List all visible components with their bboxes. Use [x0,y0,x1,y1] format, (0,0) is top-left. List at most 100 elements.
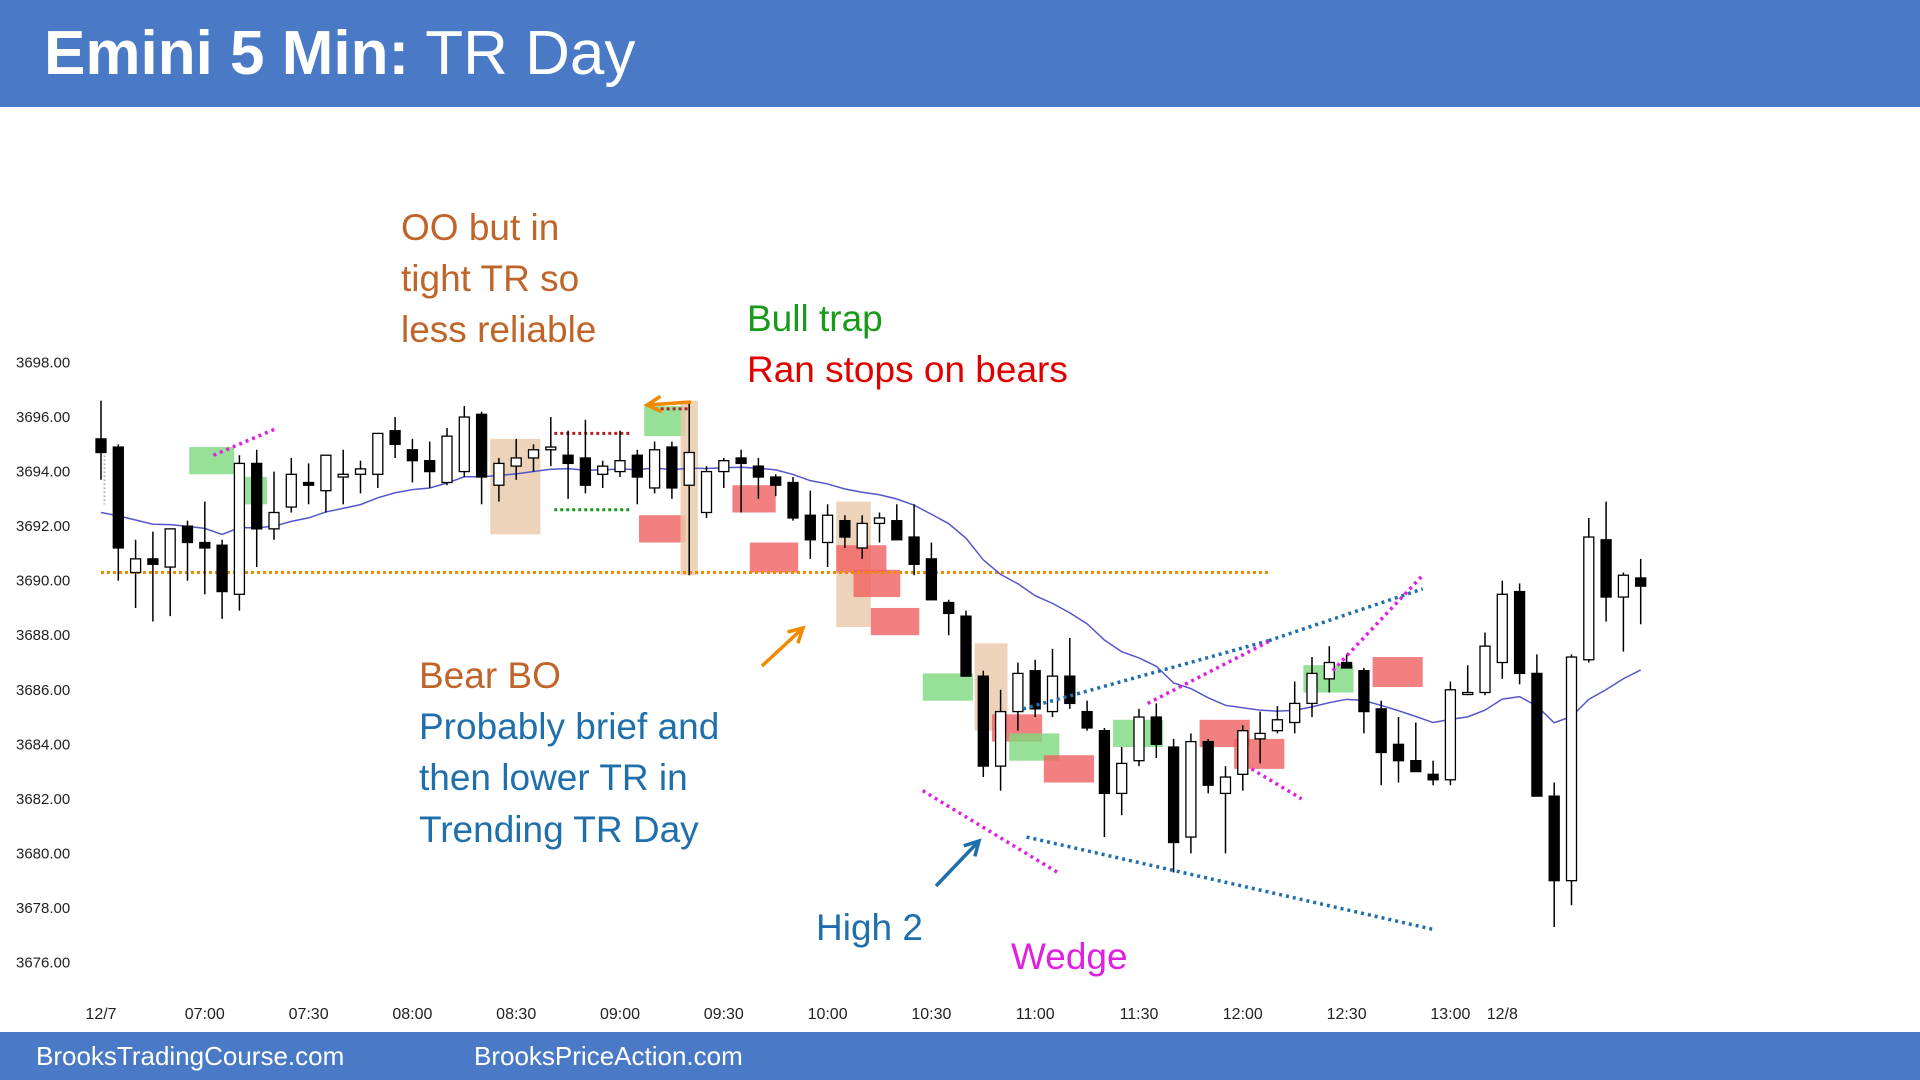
trend-line [212,426,279,457]
level-lines [101,407,1269,574]
y-axis: 3676.00 3678.00 3680.00 3682.00 3684.00 3686.… [16,355,70,972]
candle-body [268,511,280,530]
candle-body [1046,675,1059,713]
highlight-box [732,485,776,513]
candle-body [597,465,609,475]
x-tick-label: 09:00 [600,1006,640,1023]
candle-body [700,470,713,514]
footer-bar: BrooksTradingCourse.com BrooksPriceActio… [0,1032,1920,1080]
candle-body [1444,689,1457,781]
candle-body [1358,670,1370,713]
y-tick-label: 3682.00 [16,791,70,808]
x-tick-label: 13:00 [1430,1006,1470,1023]
arrow-high-2 [934,839,981,888]
trend-line [1331,574,1424,672]
candle-body [614,460,626,473]
candle-body [1081,710,1093,729]
title-rest: TR Day [409,19,636,88]
annotations: OO but in tight TR so less reliable Bull tr… [401,207,1128,977]
x-tick-label: 09:30 [704,1006,744,1023]
candle-body [1012,672,1024,713]
annotation-text: tight TR so [401,258,579,299]
candle-body [960,615,972,677]
x-tick-label: 11:00 [1016,1006,1055,1023]
candle-body [1600,539,1612,598]
arrow-bear-bo [760,626,805,668]
candles [95,400,1647,928]
candle-body [1479,645,1491,694]
candle-body [1531,672,1543,797]
candle-body [1427,773,1439,781]
highlight-box [189,447,235,475]
y-tick-label: 3678.00 [16,900,70,917]
candle-body [666,446,678,489]
candle-body [1548,795,1560,882]
candle-body [1565,656,1578,882]
x-tick-label: 11:30 [1120,1006,1159,1023]
candle-body [908,536,920,565]
candle-body [1635,577,1647,587]
candle-body [683,451,695,486]
x-tick-label: 10:30 [911,1006,951,1023]
candle-body [579,457,592,486]
candle-body [839,520,851,538]
candle-body [337,473,349,478]
y-tick-label: 3680.00 [16,845,70,862]
highlight-box [749,542,799,573]
highlight-box [639,515,686,543]
candle-body [1116,762,1128,795]
candle-body [1513,590,1526,675]
candle-body [424,460,436,473]
y-tick-label: 3692.00 [16,518,70,535]
candle-body [320,454,332,492]
candle-body [1410,760,1422,773]
highlight-box [1372,657,1423,688]
candle-body [1219,776,1232,795]
candle-body [389,430,401,445]
candle-body [1340,661,1353,669]
candle-body [1462,691,1474,696]
y-tick-label: 3688.00 [16,627,70,644]
trend-line [1022,638,1270,711]
candle-body [925,558,938,601]
x-tick-label: 10:00 [808,1006,848,1023]
arrow-bull-trap [646,400,692,407]
candle-body [752,465,765,478]
footer-left[interactable]: BrooksTradingCourse.com [36,1041,345,1071]
x-tick-label: 07:30 [289,1006,329,1023]
candle-body [251,462,263,530]
candle-body [977,675,989,767]
trend-line [1250,767,1303,801]
candle-body [856,522,868,549]
y-tick-label: 3698.00 [16,355,70,372]
candle-body [164,528,176,568]
x-tick-label: 12/7 [85,1006,116,1023]
candle-body [147,558,159,565]
candle-body [527,449,540,459]
annotation-text: Wedge [1011,936,1128,977]
title-bar: Emini 5 Min: TR Day [0,0,1920,107]
trend-line [1026,835,1436,932]
arrow-high-2-head [963,838,982,857]
candle-body [1583,536,1595,661]
candle-body [1496,593,1508,664]
highlight-box [853,569,901,598]
highlight-box [836,545,887,573]
ema-line [100,466,1642,724]
candle-body [787,481,799,519]
candle-body [181,525,194,544]
y-tick-label: 3686.00 [16,682,70,699]
candle-body [441,435,453,484]
candle-body [1617,574,1630,598]
candle-body [1306,672,1318,705]
highlight-box [870,607,920,636]
highlight-box [1043,755,1095,783]
candle-body [735,457,747,465]
footer-right[interactable]: BrooksPriceAction.com [474,1041,743,1071]
candle-body [1185,740,1197,838]
candle-body [718,460,730,473]
candle-body [354,468,367,475]
candle-body [545,446,557,451]
candle-body [458,416,470,473]
candle-body [804,514,816,541]
